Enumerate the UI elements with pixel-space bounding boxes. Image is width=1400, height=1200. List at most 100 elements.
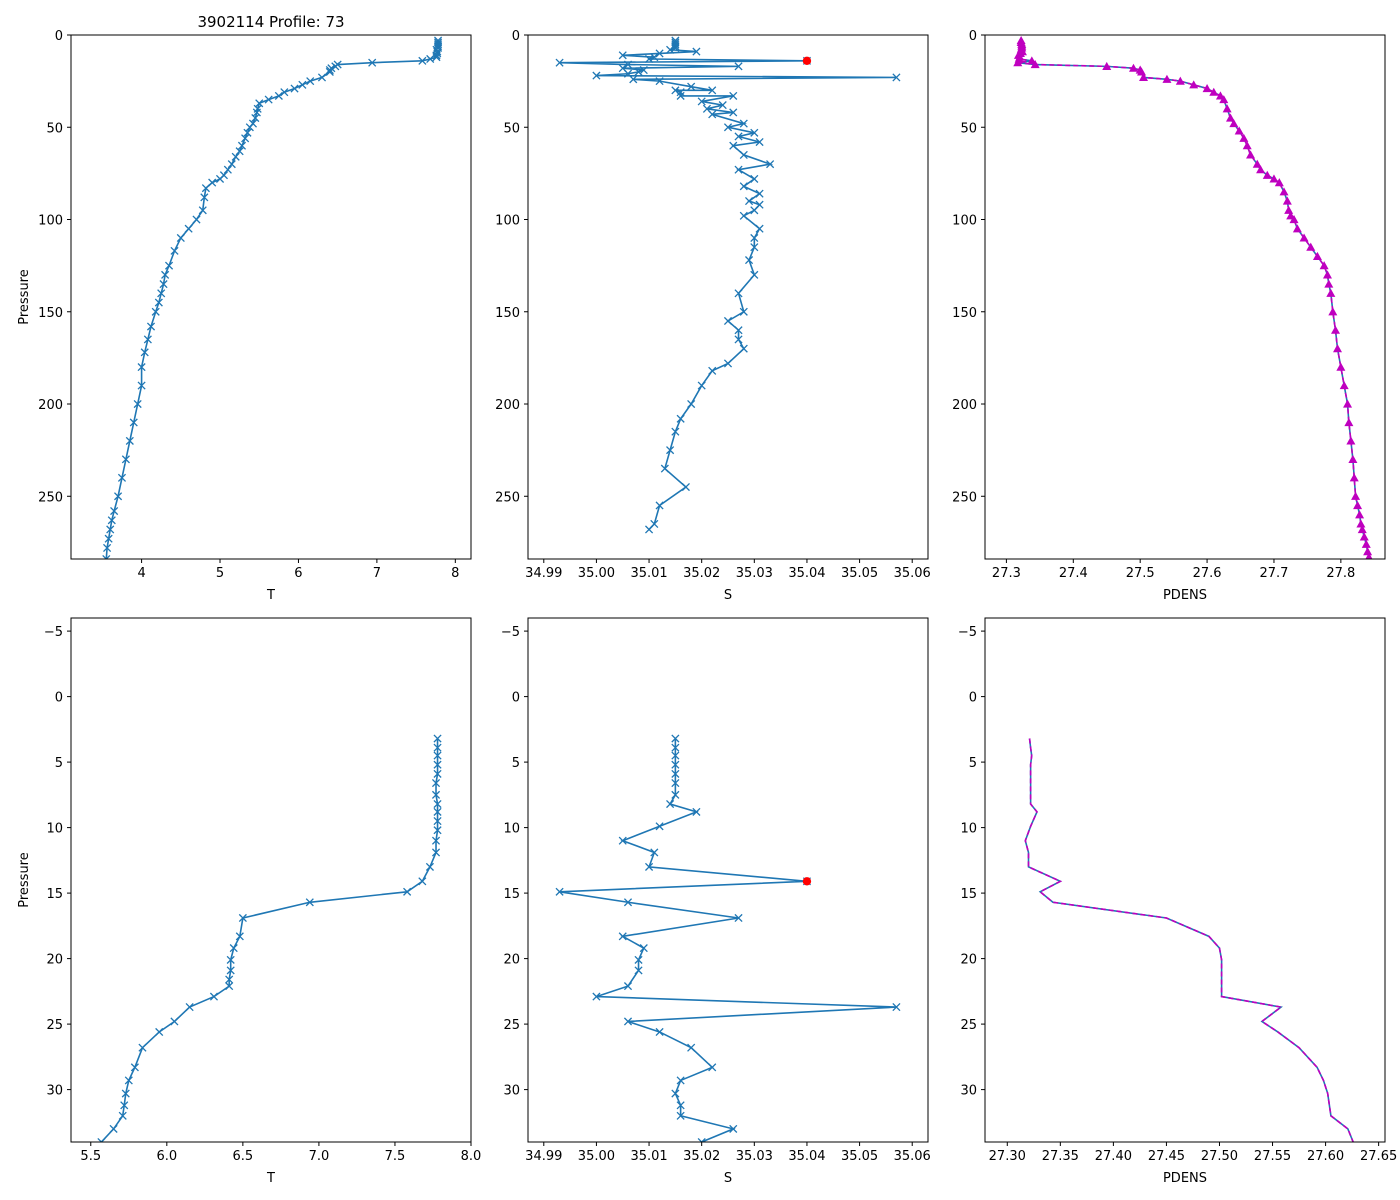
data-point [431, 790, 441, 799]
data-point [734, 132, 743, 141]
data-point-stroke [650, 53, 659, 62]
x-tick-label: 35.05 [841, 1149, 878, 1164]
data-point [138, 1043, 147, 1052]
data-point [744, 256, 754, 265]
data-point [1353, 500, 1363, 510]
data-point-stroke [739, 119, 748, 128]
data-point [1306, 242, 1316, 251]
data-point-stroke [692, 807, 701, 816]
data-point-stroke [418, 56, 427, 65]
y-tick-label: 5 [969, 756, 977, 771]
data-point [650, 53, 659, 62]
x-tick-label: 27.50 [1201, 1149, 1238, 1164]
data-point [1328, 307, 1338, 316]
data-point-stroke [226, 955, 235, 964]
data-point [1312, 251, 1322, 261]
data-point [1284, 205, 1294, 214]
data-point [650, 848, 659, 857]
axes-frame [984, 617, 1386, 1143]
plot-area [97, 734, 442, 1142]
y-tick-label: 250 [495, 490, 520, 505]
data-point-stroke [100, 1137, 106, 1142]
data-point-stroke [708, 366, 717, 375]
data-point-stroke [634, 955, 643, 964]
y-tick-label: 25 [960, 1018, 977, 1033]
data-point [117, 473, 127, 482]
y-tick-label: 250 [952, 490, 977, 505]
x-tick-label: 35.01 [630, 566, 667, 581]
data-point-stroke [634, 966, 643, 975]
data-point [618, 932, 627, 941]
x-tick-label: 7.0 [309, 1149, 330, 1164]
series-line-base [1017, 40, 1371, 559]
y-tick-label: 30 [503, 1084, 520, 1099]
y-tick-label: −5 [44, 625, 63, 640]
data-point-stroke [734, 165, 743, 174]
x-tick-label: 27.60 [1307, 1149, 1344, 1164]
data-point-stroke [159, 280, 168, 289]
data-point-stroke [739, 150, 748, 159]
axes-frame [984, 34, 1386, 560]
data-point [671, 743, 680, 752]
data-point-stroke [215, 174, 225, 183]
data-point-stroke [744, 256, 754, 265]
x-tick-label: 7.5 [385, 1149, 406, 1164]
data-point-stroke [739, 182, 748, 191]
data-point [1361, 539, 1371, 548]
data-point [200, 193, 209, 202]
data-point [225, 975, 234, 984]
data-point-stroke [750, 233, 759, 243]
data-point-stroke [729, 1124, 738, 1133]
data-point [170, 246, 179, 255]
data-point [102, 554, 111, 559]
data-point [1356, 519, 1366, 528]
data-point-stroke [146, 322, 156, 331]
x-axis-label: T [266, 588, 275, 603]
subplot-top-PDENS: 27.3 27.4 27.5 27.6 27.7 27.8 0 50 100 150 200 250 P… [952, 29, 1386, 603]
data-point [1279, 187, 1289, 196]
data-point-stroke [433, 743, 442, 752]
data-point-stroke [755, 224, 764, 233]
data-point [1344, 417, 1354, 427]
y-tick-label: 150 [495, 306, 520, 321]
data-point-stroke [734, 132, 743, 141]
data-point-stroke [623, 898, 633, 907]
data-point [418, 877, 427, 886]
data-point-stroke [644, 525, 654, 534]
data-point-stroke [140, 348, 149, 357]
data-point [750, 128, 759, 137]
x-tick-label: 35.03 [736, 1149, 773, 1164]
data-point-stroke [155, 1027, 164, 1037]
y-tick-label: 5 [512, 756, 520, 771]
y-tick-label: −5 [958, 625, 977, 640]
data-point [618, 836, 627, 845]
data-point-stroke [623, 60, 633, 69]
data-point-stroke [298, 80, 307, 89]
data-point-stroke [734, 913, 743, 923]
data-point [734, 289, 743, 298]
data-point-stroke [892, 1003, 901, 1012]
data-point-stroke [368, 58, 377, 67]
x-tick-label: 8 [451, 566, 459, 581]
data-point-stroke [109, 1124, 118, 1133]
data-point [676, 414, 685, 423]
data-point [1348, 454, 1358, 463]
data-point [433, 807, 442, 816]
data-point [708, 366, 717, 375]
data-point [676, 88, 685, 97]
data-point [241, 134, 250, 143]
data-point-stroke [671, 769, 680, 778]
data-point-stroke [418, 877, 427, 886]
data-point-stroke [103, 543, 112, 552]
data-point [433, 769, 442, 778]
data-point-stroke [130, 1063, 139, 1072]
data-point-stroke [729, 108, 738, 117]
data-point-stroke [252, 108, 261, 117]
data-point-stroke [676, 91, 685, 100]
y-tick-label: 0 [55, 29, 63, 44]
data-point [368, 58, 377, 67]
data-point [1363, 547, 1373, 556]
data-point [692, 807, 701, 816]
y-tick-label: 10 [503, 822, 520, 837]
data-point-stroke [639, 944, 648, 953]
